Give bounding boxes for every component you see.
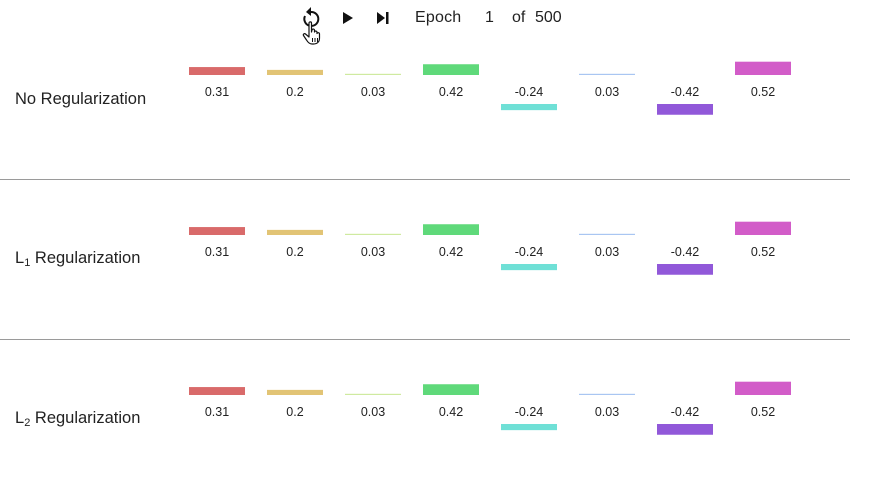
playback-controls <box>298 4 396 32</box>
row-divider <box>0 179 850 180</box>
weight-bar <box>501 264 557 271</box>
weight-bar <box>423 224 479 235</box>
weight-bar <box>735 381 791 395</box>
epoch-of-label: of <box>512 9 526 26</box>
weight-value-label: 0.03 <box>595 405 619 419</box>
row-label-l2-regularization: L2 Regularization <box>15 409 140 429</box>
row-divider <box>0 339 850 340</box>
epoch-label: Epoch <box>415 9 462 26</box>
weight-value-label: -0.24 <box>515 245 544 259</box>
weight-bar <box>345 73 401 75</box>
weight-value-label: 0.2 <box>286 245 303 259</box>
weight-bar <box>501 104 557 111</box>
weight-value-label: 0.2 <box>286 85 303 99</box>
epoch-total: 500 <box>535 9 562 26</box>
weight-bar <box>579 393 635 395</box>
weight-value-label: 0.03 <box>361 405 385 419</box>
weight-bar <box>657 264 713 275</box>
weight-value-label: 0.42 <box>439 405 463 419</box>
weight-value-label: 0.52 <box>751 245 775 259</box>
row-label-rest: Regularization <box>30 249 141 267</box>
reset-icon <box>303 7 320 27</box>
weight-bar <box>345 233 401 235</box>
row-label-letter: L <box>15 409 25 427</box>
weight-bar <box>735 221 791 235</box>
weight-value-label: 0.03 <box>361 85 385 99</box>
row-label-subscript: 2 <box>24 417 31 429</box>
weight-bar <box>189 227 245 235</box>
weight-bar <box>189 387 245 395</box>
row-label-no-regularization: No Regularization <box>15 90 146 109</box>
weight-value-label: 0.2 <box>286 405 303 419</box>
step-forward-button[interactable] <box>370 4 396 32</box>
weight-bar <box>579 233 635 235</box>
weight-value-label: 0.31 <box>205 85 229 99</box>
weight-value-label: -0.42 <box>671 405 700 419</box>
weight-value-label: 0.52 <box>751 405 775 419</box>
play-button[interactable] <box>335 4 361 32</box>
weight-bar <box>501 424 557 431</box>
cursor-hand-icon <box>302 21 321 45</box>
weight-value-label: -0.42 <box>671 245 700 259</box>
weight-value-label: 0.31 <box>205 405 229 419</box>
weight-value-label: 0.42 <box>439 245 463 259</box>
weight-bar <box>579 73 635 75</box>
weight-bar <box>267 389 323 395</box>
weight-value-label: -0.24 <box>515 85 544 99</box>
weight-value-label: 0.03 <box>361 245 385 259</box>
row-label-letter: L <box>15 249 25 267</box>
reset-button[interactable] <box>298 4 324 32</box>
weight-bar <box>345 393 401 395</box>
weight-value-label: 0.42 <box>439 85 463 99</box>
weight-bar <box>423 384 479 395</box>
row-label-text: No Regularization <box>15 90 147 108</box>
row-label-subscript: 1 <box>24 257 31 269</box>
play-icon <box>343 12 353 24</box>
weight-value-label: 0.03 <box>595 85 619 99</box>
step-forward-icon <box>377 12 389 24</box>
weight-bar <box>267 69 323 75</box>
weight-bar <box>735 61 791 75</box>
weight-bar <box>423 64 479 75</box>
weight-bar <box>657 104 713 115</box>
weight-value-label: 0.31 <box>205 245 229 259</box>
weight-value-label: -0.42 <box>671 85 700 99</box>
weight-value-label: 0.03 <box>595 245 619 259</box>
weight-bar <box>189 67 245 75</box>
row-label-l1-regularization: L1 Regularization <box>15 249 140 269</box>
weight-value-label: -0.24 <box>515 405 544 419</box>
weight-bar <box>267 229 323 235</box>
epoch-value: 1 <box>485 9 494 26</box>
weight-value-label: 0.52 <box>751 85 775 99</box>
weight-bar <box>657 424 713 435</box>
row-label-rest: Regularization <box>30 409 141 427</box>
